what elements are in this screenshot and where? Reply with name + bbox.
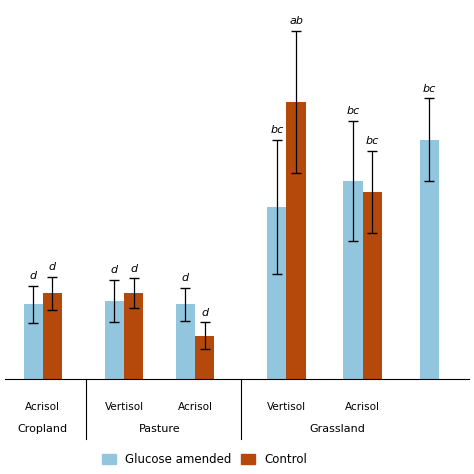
Text: d: d xyxy=(29,271,36,281)
Bar xyxy=(105,301,124,379)
Text: d: d xyxy=(111,265,118,275)
Bar xyxy=(43,293,62,379)
Text: Acrisol: Acrisol xyxy=(25,401,60,411)
Bar xyxy=(124,293,143,379)
Bar xyxy=(195,336,214,379)
Bar xyxy=(267,207,286,379)
Bar xyxy=(176,304,195,379)
Text: bc: bc xyxy=(422,84,436,94)
Text: d: d xyxy=(182,273,189,283)
Text: d: d xyxy=(201,308,209,318)
Text: bc: bc xyxy=(270,125,283,135)
Text: Cropland: Cropland xyxy=(18,424,68,434)
Text: Vertisol: Vertisol xyxy=(104,401,144,411)
Legend: Glucose amended, Control: Glucose amended, Control xyxy=(97,448,312,471)
Bar xyxy=(419,139,439,379)
Bar xyxy=(24,304,43,379)
Text: bc: bc xyxy=(365,137,379,146)
Bar xyxy=(343,181,363,379)
Text: Vertisol: Vertisol xyxy=(267,401,306,411)
Text: Acrisol: Acrisol xyxy=(345,401,380,411)
Text: Acrisol: Acrisol xyxy=(178,401,213,411)
Text: d: d xyxy=(49,262,56,272)
Bar xyxy=(363,192,382,379)
Text: Pasture: Pasture xyxy=(139,424,181,434)
Text: Grassland: Grassland xyxy=(310,424,365,434)
Text: ab: ab xyxy=(289,17,303,27)
Bar xyxy=(286,102,306,379)
Text: bc: bc xyxy=(346,106,360,116)
Text: d: d xyxy=(130,264,137,273)
